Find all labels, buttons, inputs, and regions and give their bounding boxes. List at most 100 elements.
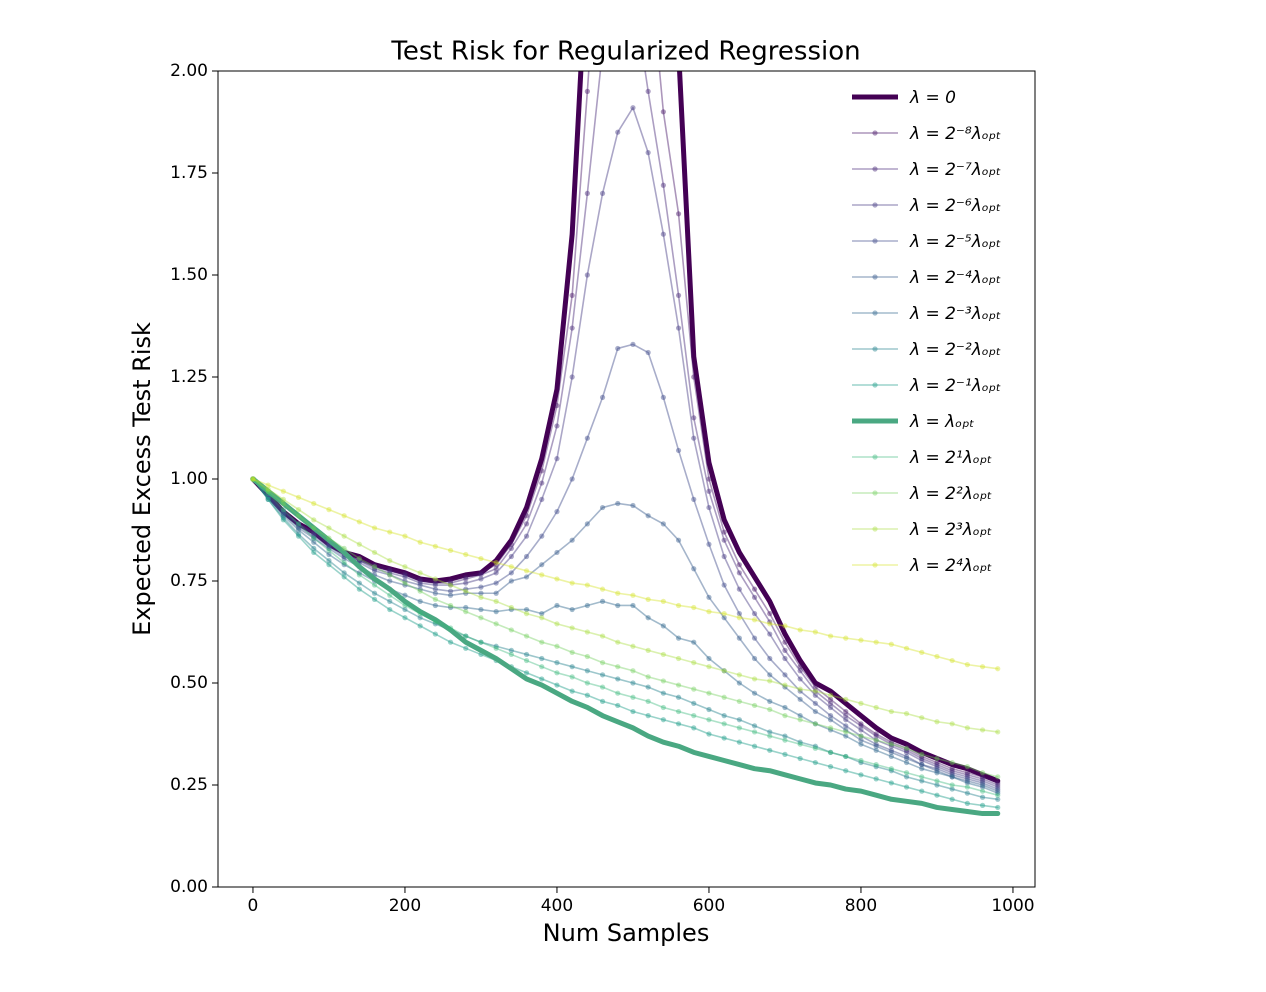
series-marker (903, 753, 910, 760)
legend-marker (872, 490, 878, 496)
series-marker (919, 774, 925, 780)
series-marker (979, 788, 986, 794)
legend-label: λ = 2⁻⁵λₒₚₜ (909, 232, 1001, 252)
series-marker (356, 572, 362, 578)
series-marker (280, 513, 286, 519)
series-marker (523, 606, 530, 613)
series-marker (797, 676, 803, 682)
series-marker (919, 762, 925, 768)
series-marker (265, 494, 271, 500)
series-marker (371, 568, 378, 574)
series-marker (584, 435, 590, 441)
series-marker (919, 788, 925, 794)
series-marker (645, 674, 651, 680)
series-marker (675, 447, 682, 454)
legend-label: λ = 2⁻⁸λₒₚₜ (909, 124, 1001, 144)
series-marker (463, 633, 469, 639)
legend-marker (872, 274, 878, 280)
series-marker (341, 560, 347, 566)
series-marker (767, 611, 773, 617)
series-marker (767, 706, 773, 713)
series-marker (767, 631, 773, 637)
series-marker (387, 529, 393, 535)
series-marker (341, 545, 347, 551)
series-marker (858, 737, 864, 743)
series-marker (539, 572, 545, 578)
series-marker (691, 415, 697, 421)
series-marker (539, 533, 545, 539)
series-marker (888, 739, 894, 745)
series-marker (432, 590, 438, 596)
series-line (252, 478, 999, 778)
series-line (252, 106, 999, 788)
series-marker (843, 768, 849, 774)
series-marker (554, 456, 560, 462)
series-marker (447, 592, 454, 598)
series-marker (463, 588, 469, 594)
series-marker (888, 766, 894, 772)
series-marker (615, 345, 621, 352)
series-marker (782, 713, 788, 719)
series-marker (919, 762, 925, 768)
series-marker (326, 535, 332, 541)
series-marker (432, 578, 438, 584)
series-marker (463, 590, 469, 596)
series-marker (736, 615, 742, 621)
series-marker (919, 778, 925, 784)
legend-marker (872, 166, 878, 172)
series-marker (660, 598, 666, 605)
series-marker (706, 504, 712, 511)
series-marker (843, 708, 849, 715)
series-marker (371, 596, 378, 602)
series-marker (706, 655, 712, 662)
series-marker (417, 570, 423, 576)
series-marker (280, 509, 286, 515)
series-marker (919, 751, 925, 758)
series-marker (250, 476, 256, 482)
series-marker (326, 558, 332, 564)
series-marker (493, 598, 499, 605)
series-marker (995, 786, 1001, 792)
series-marker (493, 621, 499, 627)
series-marker (326, 547, 332, 554)
series-marker (858, 772, 864, 778)
series-marker (311, 525, 317, 531)
series-marker (265, 496, 271, 502)
series-marker (341, 555, 347, 562)
series-marker (280, 509, 286, 515)
series-marker (979, 774, 986, 780)
series-marker (554, 576, 560, 582)
series-marker (432, 580, 438, 586)
series-marker (736, 611, 742, 617)
series-marker (569, 580, 575, 586)
series-marker (979, 784, 986, 790)
series-marker (964, 764, 970, 770)
series-marker (691, 686, 697, 692)
series-marker (584, 692, 590, 698)
series-marker (250, 476, 256, 482)
series-marker (903, 770, 910, 776)
series-marker (903, 711, 910, 717)
series-marker (493, 560, 499, 566)
series-marker (508, 553, 514, 560)
series-marker (265, 488, 271, 494)
series-marker (402, 533, 408, 539)
series-marker (812, 745, 818, 751)
series-marker (949, 796, 955, 802)
series-marker (919, 766, 925, 772)
series-marker (964, 662, 970, 668)
series-line (250, 71, 1001, 784)
series-marker (417, 578, 423, 584)
series-marker (995, 774, 1001, 780)
y-tick-label: 1.75 (170, 163, 208, 183)
series-marker (599, 684, 606, 690)
series-marker (402, 602, 408, 609)
series-marker (402, 578, 408, 584)
series-marker (873, 704, 879, 711)
series-marker (630, 502, 636, 509)
series-marker (691, 639, 697, 645)
series-marker (493, 566, 499, 572)
series-marker (995, 796, 1001, 802)
series-marker (979, 778, 986, 784)
